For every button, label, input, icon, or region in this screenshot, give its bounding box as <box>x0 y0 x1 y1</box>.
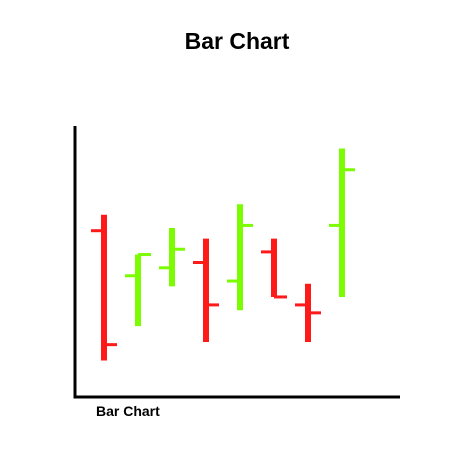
x-axis-label: Bar Chart <box>96 403 160 419</box>
ohlc-bar-5 <box>227 204 253 311</box>
bars-layer <box>91 148 355 361</box>
ohlc-bar-7 <box>295 283 321 342</box>
ohlc-bar-3 <box>159 228 185 287</box>
ohlc-bar-4 <box>193 238 219 342</box>
chart-title: Bar Chart <box>184 28 290 54</box>
ohlc-bar-2 <box>125 253 151 327</box>
ohlc-bar-6 <box>261 238 287 299</box>
ohlc-bar-1 <box>91 214 117 361</box>
ohlc-bar-8 <box>329 148 355 297</box>
